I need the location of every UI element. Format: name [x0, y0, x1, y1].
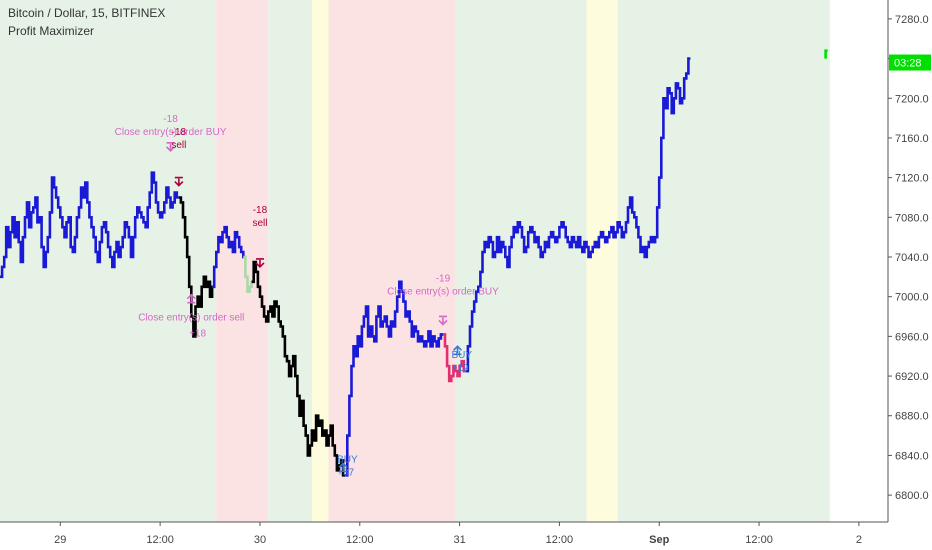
price-tick-label: 7200.0 — [895, 93, 929, 105]
time-axis: 29 12:00 30 12:00 31 12:00 Sep 12:00 2 — [0, 521, 888, 546]
annotation-a2-line-1: sell — [171, 140, 186, 151]
price-tick-label: 7160.0 — [895, 133, 929, 145]
annotation-a4-line-0: +18 — [189, 328, 206, 339]
price-tick-label: 6960.0 — [895, 331, 929, 343]
indicator-name: Profit Maximizer — [8, 24, 95, 38]
arrow-down-icon — [255, 258, 265, 269]
price-tick-label: 7280.0 — [895, 14, 929, 26]
time-tick-label: 31 — [453, 534, 465, 546]
regime-band-long — [455, 0, 587, 522]
price-tick-label: 7120.0 — [895, 173, 929, 185]
regime-band-long — [0, 0, 217, 522]
annotation-a1-line-1: Close entry(s) order BUY — [115, 127, 227, 138]
chart-title: Bitcoin / Dollar, 15, BITFINEX — [8, 6, 166, 20]
series-line-blue — [345, 280, 443, 477]
time-tick-label: 12:00 — [546, 534, 574, 546]
annotation-a8-line-0: BUY — [337, 454, 358, 465]
annotation-a7-line-0: BUY — [452, 350, 473, 361]
annotation-a6-line-1: Close entry(s) order BUY — [387, 287, 499, 298]
time-tick-label: 12:00 — [146, 534, 174, 546]
annotation-a6-line-0: -19 — [436, 274, 451, 285]
series-line-black — [178, 196, 215, 338]
regime-band-neutral — [311, 0, 329, 522]
arrow-down-icon — [438, 315, 448, 326]
regime-band-long — [617, 0, 830, 522]
annotation-a2-line-0: -18 — [172, 127, 187, 138]
series-line-pink — [443, 333, 466, 383]
price-tick-label: 7080.0 — [895, 212, 929, 224]
annotation-a8-line-1: +37 — [337, 467, 354, 478]
time-tick-label: 29 — [54, 534, 66, 546]
price-tick-label: 6800.0 — [895, 490, 929, 502]
arrow-up-icon — [186, 293, 196, 304]
time-tick-label: 30 — [254, 534, 266, 546]
series-line-blue — [212, 225, 246, 289]
regime-band-neutral — [586, 0, 618, 522]
price-tick-label: 6840.0 — [895, 450, 929, 462]
annotation-a3-line-0: Close entry(s) order sell — [138, 312, 244, 323]
regime-band-long — [268, 0, 312, 522]
time-tick-label: 12:00 — [346, 534, 374, 546]
series-line-lightgreen — [243, 255, 254, 293]
annotation-a7-line-1: +19 — [452, 363, 469, 374]
price-series — [0, 49, 828, 477]
arrow-up-icon — [452, 345, 463, 356]
price-tick-label: 7040.0 — [895, 252, 929, 264]
last-bar-mark — [824, 49, 828, 59]
annotation-a1-line-0: -18 — [163, 114, 178, 125]
regime-bands — [0, 0, 830, 522]
current-price-tag — [889, 54, 931, 71]
price-tick-label: 6920.0 — [895, 371, 929, 383]
price-tick-label: 6880.0 — [895, 411, 929, 423]
time-tick-label: 2 — [856, 534, 862, 546]
arrow-down-icon — [165, 142, 176, 152]
arrow-down-icon — [174, 176, 184, 187]
series-line-blue — [0, 171, 179, 279]
time-tick-label: Sep — [649, 534, 669, 546]
time-tick-label: 12:00 — [745, 534, 773, 546]
series-line-black — [251, 260, 346, 477]
price-tick-label: 7000.0 — [895, 292, 929, 304]
arrow-up-icon — [338, 462, 348, 473]
annotation-a5-line-0: -18 — [253, 205, 268, 216]
current-price-label: 03:28 — [894, 58, 922, 70]
series-line-blue — [465, 57, 691, 373]
price-axis: 6800.0 6840.0 6880.0 6920.0 6960.0 7000.0 7040… — [887, 0, 931, 522]
annotation-a5-line-1: sell — [252, 218, 267, 229]
